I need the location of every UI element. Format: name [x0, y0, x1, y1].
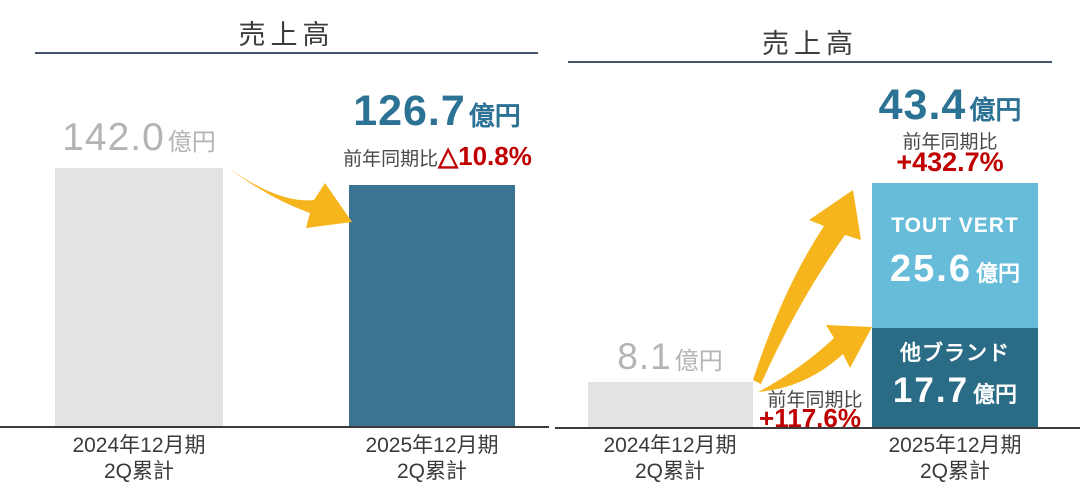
left-category-prev-line2: 2Q累計 — [103, 460, 174, 483]
segment-otherbrands-unit: 億円 — [973, 382, 1018, 407]
left-category-current-line1: 2025年12月期 — [365, 434, 499, 457]
left-prev-bar — [55, 168, 223, 427]
segment-toutvert-value: 25.6 億円 — [872, 250, 1038, 288]
left-yoy-prefix: 前年同期比 — [343, 149, 439, 170]
right-chart-title: 売上高 — [762, 29, 858, 59]
right-yoy-prev-prefix: 前年同期比 — [767, 390, 863, 411]
right-yoy-prev-row: +117.6% — [750, 403, 870, 434]
left-axis-line — [0, 426, 549, 428]
left-current-unit: 億円 — [468, 101, 521, 131]
right-yoy-prev-prefix-row: 前年同期比 — [765, 385, 865, 412]
segment-toutvert-unit: 億円 — [975, 261, 1020, 286]
left-current-number: 126.7 — [353, 87, 466, 135]
right-axis-line — [555, 427, 1080, 429]
right-yoy-total-row: +432.7% — [860, 147, 1040, 178]
segment-otherbrands-number: 17.7 — [892, 371, 970, 410]
right-yoy-total-prefix: 前年同期比 — [902, 132, 998, 153]
growth-arrow-small-icon — [758, 325, 872, 392]
segment-otherbrands-value: 17.7 億円 — [872, 373, 1038, 409]
right-yoy-total-value: +432.7% — [896, 147, 1004, 177]
right-yoy-total-prefix-row: 前年同期比 — [860, 127, 1040, 154]
right-stacked-bar: TOUT VERT 25.6 億円 他ブランド 17.7 億円 — [872, 183, 1038, 427]
left-category-current-line2: 2Q累計 — [396, 460, 467, 483]
right-prev-unit: 億円 — [674, 348, 723, 375]
decrease-arrow-icon — [226, 166, 352, 228]
left-yoy-value: △10.8% — [438, 141, 532, 171]
right-category-current: 2025年12月期 2Q累計 — [865, 433, 1045, 485]
right-total-unit: 億円 — [969, 95, 1022, 125]
right-stacked-segment-otherbrands: 他ブランド 17.7 億円 — [872, 328, 1038, 427]
left-yoy-annotation: 前年同期比 △10.8% — [325, 141, 550, 172]
left-prev-number: 142.0 — [62, 116, 165, 159]
right-category-current-line2: 2Q累計 — [919, 460, 990, 483]
segment-otherbrands-name: 他ブランド — [900, 342, 1010, 365]
right-category-prev-line1: 2024年12月期 — [603, 434, 737, 457]
right-category-current-line1: 2025年12月期 — [888, 434, 1022, 457]
right-prev-bar — [588, 382, 753, 427]
left-prev-unit: 億円 — [167, 129, 216, 156]
left-prev-value: 142.0 億円 — [39, 118, 239, 157]
right-yoy-prev-value: +117.6% — [759, 403, 861, 433]
left-category-prev: 2024年12月期 2Q累計 — [49, 433, 229, 485]
left-title-underline — [35, 52, 538, 54]
growth-arrow-large-icon — [753, 190, 861, 384]
right-prev-value: 8.1 億円 — [580, 338, 760, 376]
segment-toutvert-name: TOUT VERT — [891, 214, 1019, 237]
left-category-prev-line1: 2024年12月期 — [72, 434, 206, 457]
segment-toutvert-number: 25.6 — [890, 248, 972, 290]
right-title-underline — [568, 61, 1052, 63]
right-prev-number: 8.1 — [617, 336, 672, 377]
left-current-value: 126.7 億円 — [337, 90, 537, 133]
right-total-number: 43.4 — [878, 81, 967, 129]
right-category-prev: 2024年12月期 2Q累計 — [580, 433, 760, 485]
right-stacked-segment-toutvert: TOUT VERT 25.6 億円 — [872, 183, 1038, 328]
right-total-value: 43.4 億円 — [855, 84, 1045, 127]
left-current-bar — [349, 185, 515, 427]
left-chart-title: 売上高 — [238, 20, 335, 50]
left-category-current: 2025年12月期 2Q累計 — [342, 433, 522, 485]
right-category-prev-line2: 2Q累計 — [634, 460, 705, 483]
